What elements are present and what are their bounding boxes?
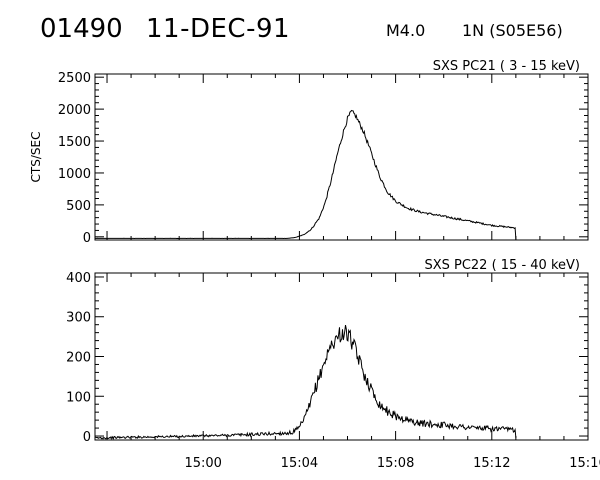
goes-class: M4.0 (386, 21, 426, 40)
event-number: 01490 (40, 14, 123, 44)
series-line-2 (94, 325, 517, 440)
y-tick-label: 0 (83, 430, 91, 445)
x-tick-label: 15:00 (184, 456, 221, 471)
y-tick-label: 400 (66, 271, 91, 286)
panel-title-2: SXS PC22 ( 15 - 40 keV) (424, 258, 580, 273)
y-tick-label: 1500 (58, 135, 91, 150)
optical-flare: 1N (S05E56) (462, 21, 563, 40)
y-tick-label: 200 (66, 351, 91, 366)
plot-frame-1 (94, 73, 589, 241)
y-tick-label: 2000 (58, 103, 91, 118)
y-tick-label: 0 (83, 231, 91, 246)
event-date: 11-DEC-91 (146, 14, 291, 44)
x-tick-label: 15:08 (377, 456, 414, 471)
panel-title-1: SXS PC21 ( 3 - 15 keV) (433, 59, 580, 74)
series-line-1 (95, 109, 517, 240)
x-tick-label: 15:16 (569, 456, 600, 471)
y-axis-label: CTS/SEC (29, 132, 43, 183)
y-tick-label: 300 (66, 311, 91, 326)
y-tick-label: 2500 (58, 71, 91, 86)
plot-frame-2 (94, 272, 589, 441)
x-tick-label: 15:12 (473, 456, 510, 471)
y-tick-label: 500 (66, 199, 91, 214)
y-tick-label: 1000 (58, 167, 91, 182)
x-tick-label: 15:04 (281, 456, 318, 471)
y-tick-label: 100 (66, 390, 91, 405)
